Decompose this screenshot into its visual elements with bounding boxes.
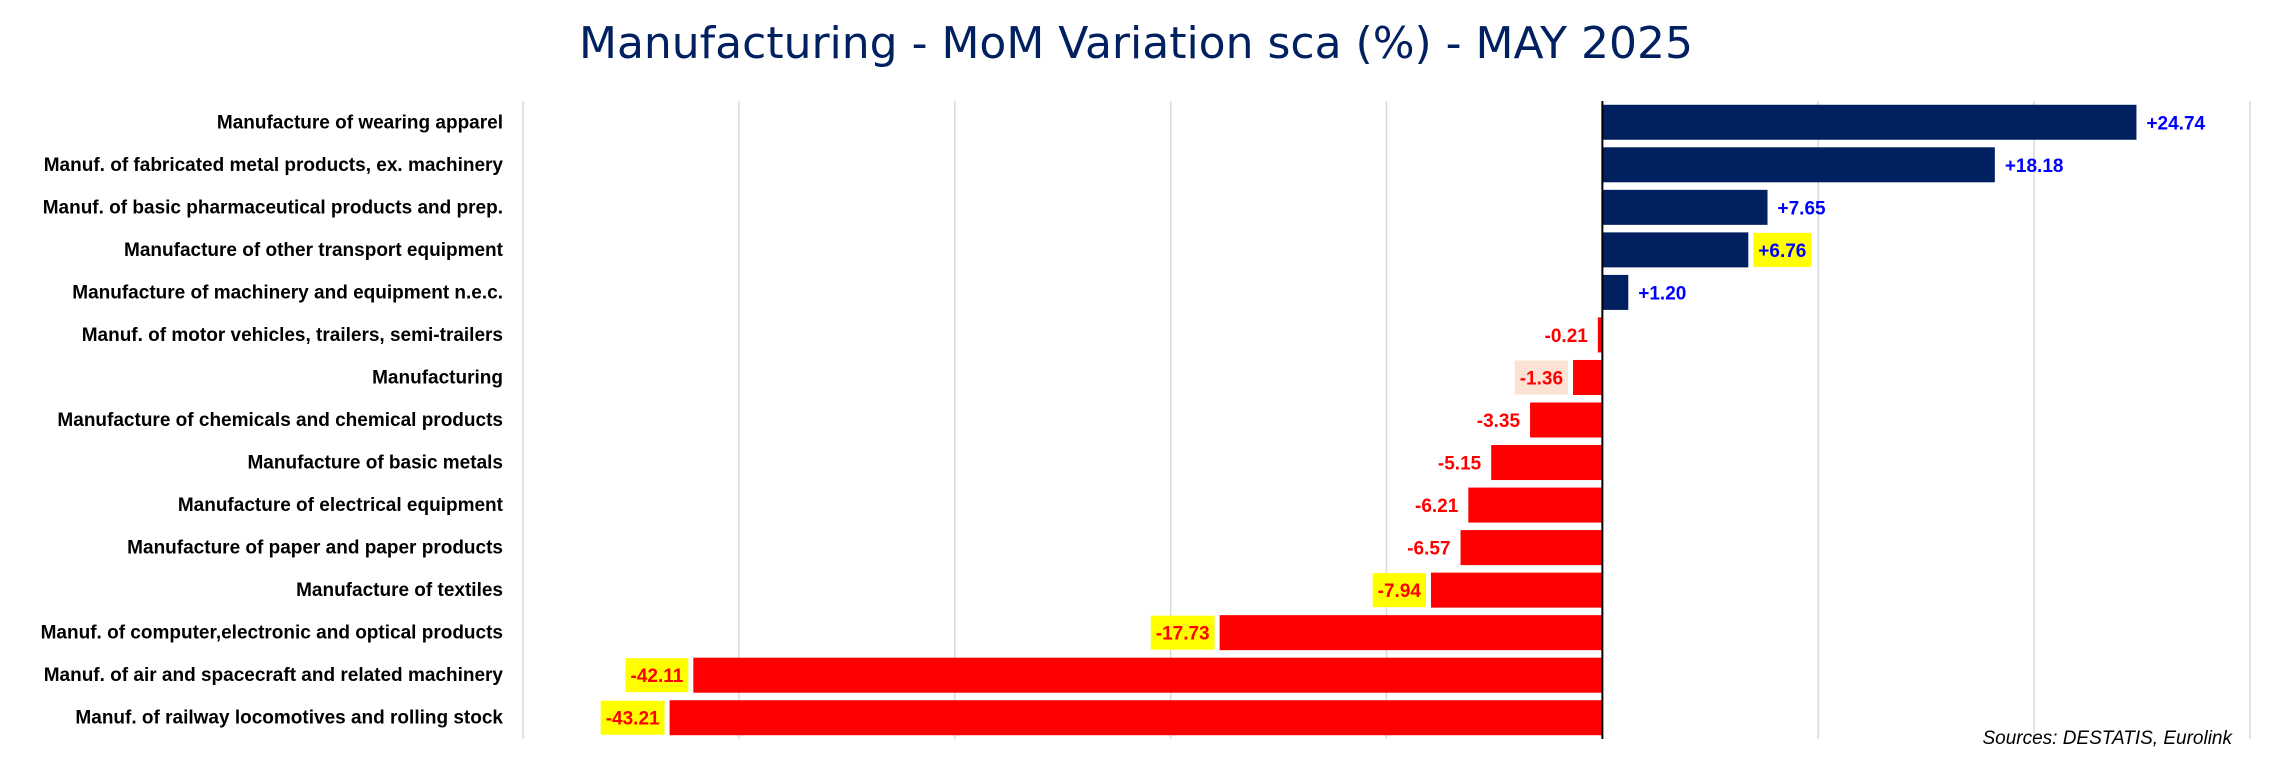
data-label: +24.74 xyxy=(2146,113,2205,134)
category-label: Manufacture of electrical equipment xyxy=(178,495,504,516)
data-label: -3.35 xyxy=(1477,411,1521,432)
category-label: Manuf. of basic pharmaceutical products … xyxy=(43,197,503,218)
category-label: Manufacture of wearing apparel xyxy=(217,112,503,133)
category-label: Manufacture of paper and paper products xyxy=(127,538,503,559)
data-label: +1.20 xyxy=(1638,283,1686,304)
bar xyxy=(1602,274,1629,310)
bar xyxy=(1219,615,1603,651)
bar xyxy=(1460,530,1603,566)
category-label: Manuf. of fabricated metal products, ex.… xyxy=(44,155,504,176)
bar xyxy=(1530,402,1603,438)
data-label: -1.36 xyxy=(1520,368,1563,389)
source-note: Sources: DESTATIS, Eurolink xyxy=(1982,728,2232,749)
bar xyxy=(1602,189,1768,225)
data-label-highlight xyxy=(1514,360,1569,395)
data-label: -42.11 xyxy=(631,666,684,687)
category-label: Manuf. of motor vehicles, trailers, semi… xyxy=(82,325,503,346)
bar xyxy=(693,657,1603,693)
category-label: Manuf. of air and spacecraft and related… xyxy=(44,665,504,686)
data-label: -43.21 xyxy=(606,709,660,730)
data-label: -6.21 xyxy=(1415,496,1459,517)
bar xyxy=(1597,317,1603,353)
data-label-highlight xyxy=(625,658,689,693)
bar xyxy=(1430,572,1603,608)
data-label-highlight xyxy=(1753,232,1812,267)
data-label: -0.21 xyxy=(1545,326,1589,347)
category-label: Manufacture of machinery and equipment n… xyxy=(72,282,503,303)
data-label: +18.18 xyxy=(2005,156,2064,177)
data-label-highlight xyxy=(1150,615,1215,650)
category-label: Manufacture of other transport equipment xyxy=(124,240,504,261)
bar xyxy=(1602,232,1749,268)
bar xyxy=(1573,359,1603,395)
data-label: +6.76 xyxy=(1758,241,1806,262)
category-label: Manufacture of basic metals xyxy=(247,453,503,474)
bar xyxy=(669,700,1603,736)
bar xyxy=(1602,104,2137,140)
data-label-highlight xyxy=(1372,573,1426,608)
data-label: -5.15 xyxy=(1438,454,1482,475)
bar xyxy=(1491,445,1603,481)
category-label: Manufacture of textiles xyxy=(296,580,503,601)
data-label: +7.65 xyxy=(1778,198,1827,219)
category-label: Manuf. of computer,electronic and optica… xyxy=(41,623,503,644)
bar xyxy=(1602,147,1995,183)
category-label: Manufacture of chemicals and chemical pr… xyxy=(57,410,503,431)
bar xyxy=(1468,487,1603,523)
chart-title: Manufacturing - MoM Variation sca (%) - … xyxy=(578,18,1694,69)
category-label: Manuf. of railway locomotives and rollin… xyxy=(75,708,503,729)
data-label-highlight xyxy=(600,700,665,735)
category-label: Manufacturing xyxy=(372,367,503,388)
data-label: -6.57 xyxy=(1407,539,1450,560)
data-label: -17.73 xyxy=(1156,624,1210,645)
data-label: -7.94 xyxy=(1378,581,1422,602)
